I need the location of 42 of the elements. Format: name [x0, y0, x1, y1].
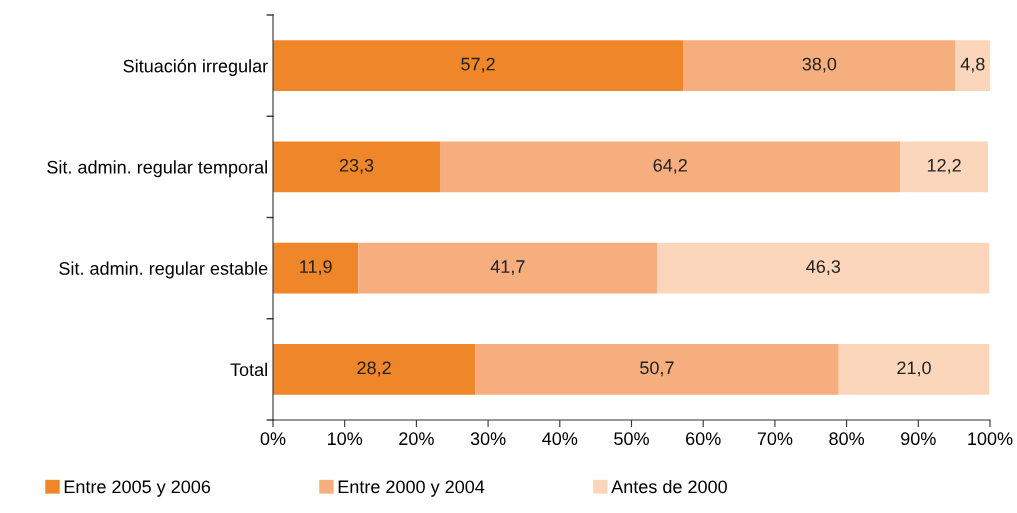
- x-tick-label: 60%: [686, 432, 721, 446]
- data-label: 57,2: [461, 57, 495, 73]
- x-tick-label: 40%: [542, 432, 578, 446]
- y-tick-label: Sit. admin. regular temporal: [47, 160, 267, 178]
- y-tick-label: Sit. admin. regular estable: [59, 261, 268, 279]
- bar: [683, 40, 956, 91]
- x-tick-label: 10%: [328, 432, 363, 446]
- bar: [440, 141, 901, 193]
- data-label: 38,0: [802, 57, 837, 73]
- x-tick-label: 80%: [829, 432, 865, 446]
- bar: [273, 242, 359, 294]
- x-tick-label: 30%: [470, 432, 506, 446]
- data-label: 41,7: [490, 260, 525, 276]
- data-label: 4,8: [960, 57, 985, 73]
- data-label: 50,7: [640, 361, 674, 377]
- data-label: 21,0: [897, 361, 931, 377]
- bar: [358, 242, 658, 294]
- bar: [900, 141, 988, 193]
- data-label: 28,2: [357, 361, 391, 377]
- y-tick-label: Total: [230, 362, 267, 377]
- x-tick-label: 100%: [968, 432, 1013, 446]
- legend-label: Entre 2005 y 2006: [64, 480, 211, 497]
- data-label: 23,3: [339, 158, 374, 174]
- y-tick-label: Situación irregular: [123, 58, 268, 77]
- x-tick-label: 50%: [614, 432, 649, 446]
- x-tick-label: 90%: [901, 432, 936, 446]
- bar: [273, 40, 684, 91]
- data-label: 12,2: [927, 158, 961, 174]
- data-label: 46,3: [806, 260, 841, 276]
- bar: [657, 242, 990, 294]
- data-label: 11,9: [300, 260, 332, 276]
- bar: [273, 141, 441, 193]
- data-label: 64,2: [653, 158, 687, 174]
- bar: [838, 344, 990, 395]
- x-tick-label: 20%: [399, 432, 434, 446]
- bar: [273, 344, 476, 395]
- legend-label: Entre 2000 y 2004: [338, 480, 485, 497]
- bar: [475, 344, 839, 395]
- x-tick-label: 70%: [757, 432, 793, 446]
- legend-label: Antes de 2000: [611, 479, 727, 494]
- bar: [955, 40, 990, 91]
- x-tick-label: 0%: [260, 432, 286, 446]
